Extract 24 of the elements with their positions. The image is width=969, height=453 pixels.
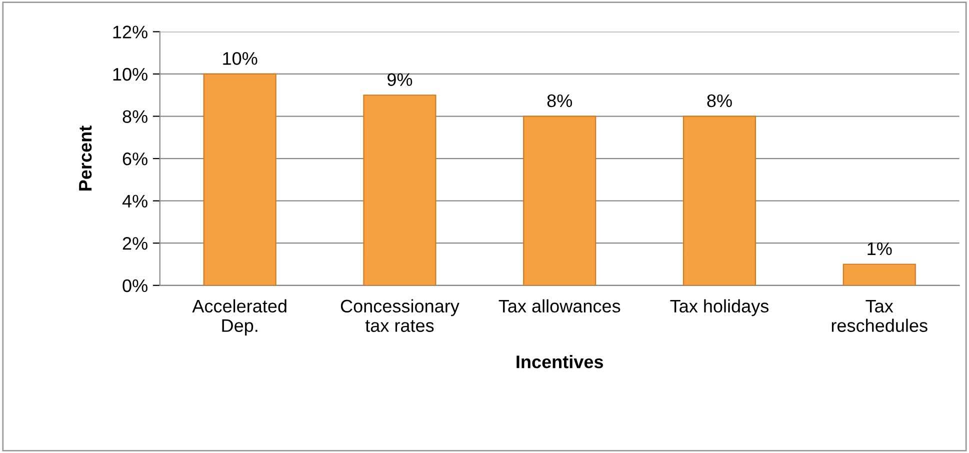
x-tick-label: Concessionary tax rates — [340, 299, 460, 332]
bar — [682, 116, 756, 286]
x-axis-title: Incentives — [516, 355, 604, 368]
y-tick-label: 10% — [113, 68, 148, 81]
data-label: 8% — [707, 94, 732, 108]
data-label: 10% — [223, 52, 258, 65]
data-label: 9% — [388, 73, 412, 86]
bar — [203, 73, 276, 286]
bar — [523, 116, 596, 286]
bar — [842, 264, 916, 286]
bar — [363, 94, 436, 286]
y-tick-label: 0% — [122, 279, 148, 292]
y-tick-label: 2% — [122, 237, 148, 250]
y-tick-label: 4% — [122, 194, 148, 208]
x-tick-label: Accelerated Dep. — [192, 299, 286, 336]
x-tick-label: Tax holidays — [670, 299, 769, 316]
x-tick-label: Tax reschedules — [832, 300, 928, 332]
y-tick-label: 8% — [122, 110, 148, 123]
y-tick-label: 6% — [122, 152, 148, 166]
y-tick-label: 12% — [113, 26, 148, 38]
y-axis-title: Percent — [79, 126, 92, 190]
data-label: 8% — [547, 94, 572, 108]
x-tick-label: Tax allowances — [498, 299, 620, 313]
data-label: 1% — [868, 242, 892, 256]
